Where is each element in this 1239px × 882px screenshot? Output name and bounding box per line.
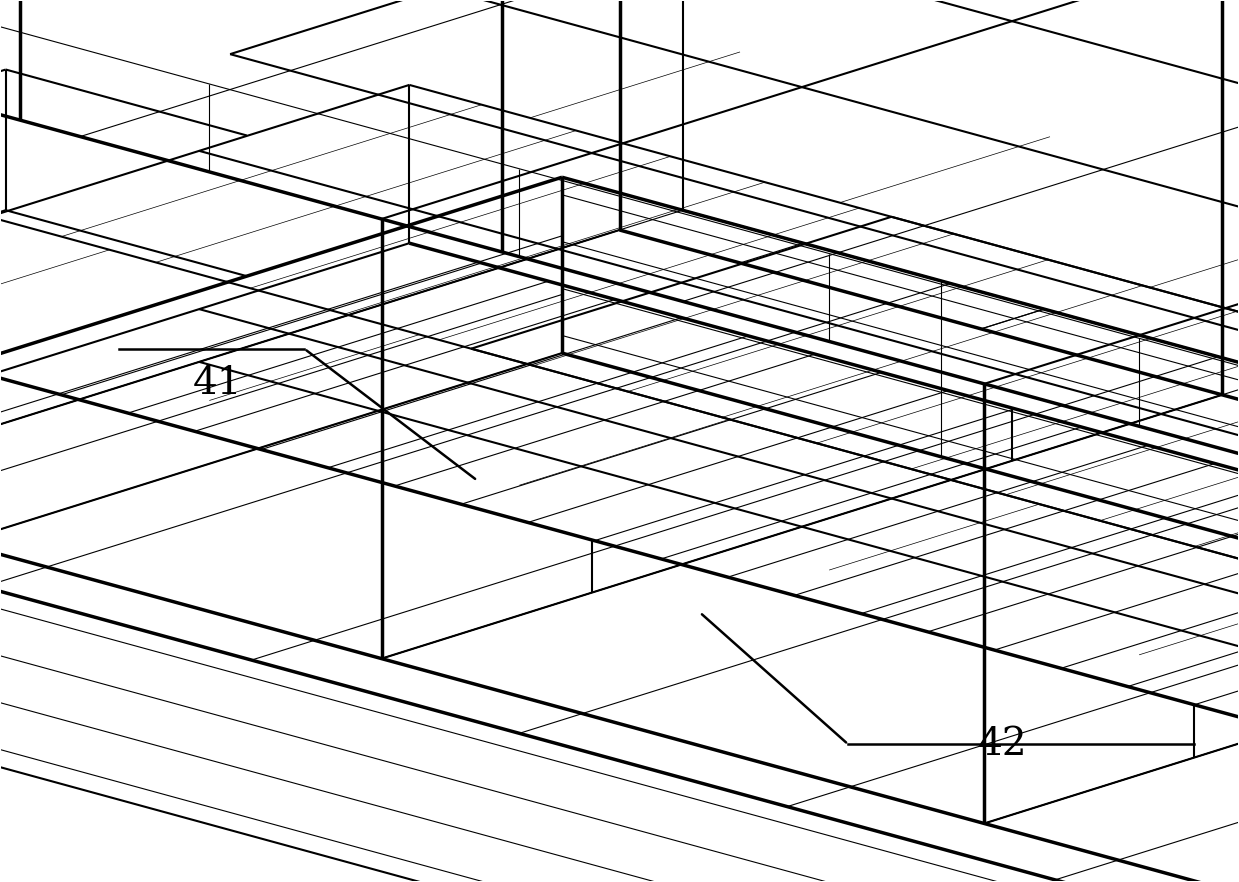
Text: 42: 42	[978, 726, 1027, 763]
Text: 41: 41	[193, 365, 243, 402]
